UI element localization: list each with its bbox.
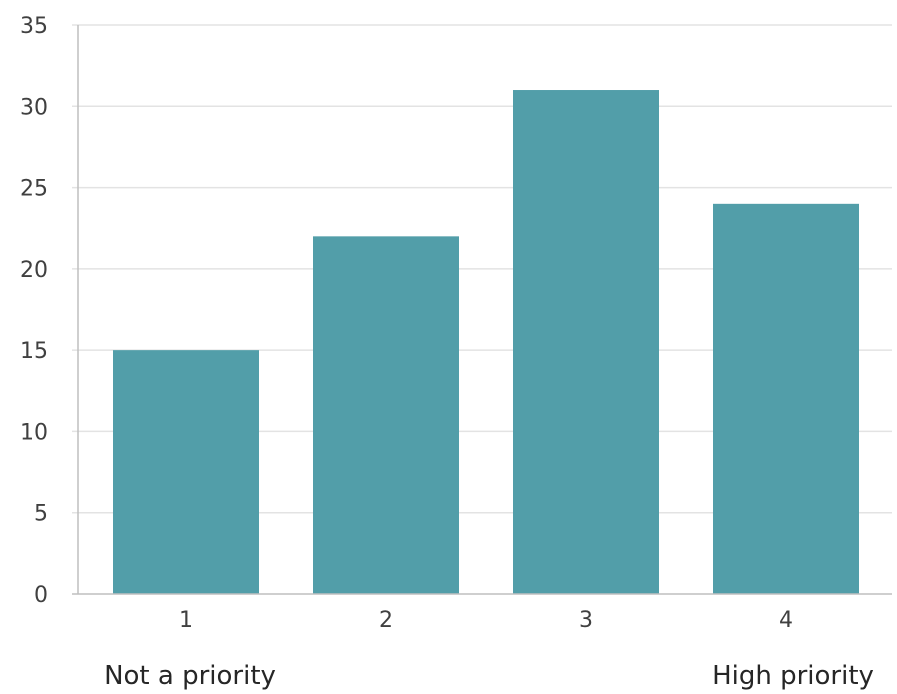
y-axis-ticks: 0 5 10 15 20 25 30 35 <box>20 14 48 608</box>
y-tick-label: 25 <box>20 177 48 202</box>
y-tick-label: 0 <box>34 583 48 608</box>
x-axis-ticks: 1 2 3 4 <box>179 608 793 633</box>
y-tick-label: 10 <box>20 420 48 445</box>
x-tick-label: 4 <box>779 608 793 633</box>
y-tick-label: 20 <box>20 258 48 283</box>
y-tick-label: 30 <box>20 95 48 120</box>
scale-label-high: High priority <box>712 661 874 691</box>
y-tick-label: 15 <box>20 339 48 364</box>
bar-1 <box>113 350 259 594</box>
x-tick-label: 1 <box>179 608 193 633</box>
y-tick-label: 5 <box>34 502 48 527</box>
bar-3 <box>513 90 659 595</box>
bar-4 <box>713 203 859 595</box>
bar-2 <box>313 236 459 595</box>
bars <box>113 90 859 595</box>
x-tick-label: 3 <box>579 608 593 633</box>
scale-label-low: Not a priority <box>104 661 276 691</box>
x-tick-label: 2 <box>379 608 393 633</box>
y-tick-label: 35 <box>20 14 48 39</box>
